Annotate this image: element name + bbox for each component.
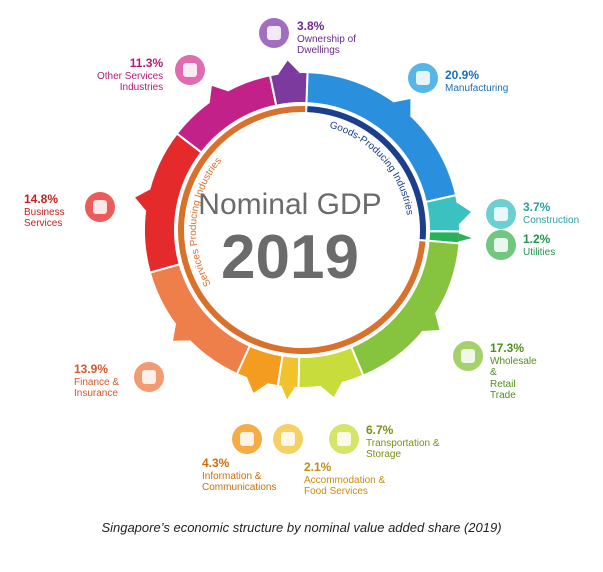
pointer-business-services [135,189,151,211]
chart-caption: Singapore’s economic structure by nomina… [101,520,502,535]
label-infocomm: 4.3% Information & Communications [202,456,277,494]
label-construction: 3.7% Construction [523,200,580,226]
label-wholesale-retail-pct: 17.3% [490,341,525,355]
label-wholesale-retail: 17.3% Wholesale & Retail Trade [490,341,537,402]
label-other-services: 11.3% Other Services Industries [97,56,164,94]
pointer-finance-insurance [173,323,191,341]
umbrella-icon [134,362,164,392]
label-infocomm-name: Information & Communications [202,470,277,494]
pointer-utilities [458,233,472,242]
label-manufacturing-pct: 20.9% [445,68,480,82]
label-dwellings: 3.8% Ownership of Dwellings [297,19,356,57]
slice-construction [424,193,461,233]
center-title: Nominal GDP [198,188,382,221]
label-manufacturing: 20.9% Manufacturing [445,68,509,94]
pointer-other-services-industries [209,85,229,104]
label-business: 14.8% Business Services [24,192,65,230]
label-finance-pct: 13.9% [74,362,109,376]
pointer-ownership-of-dwellings [277,60,300,75]
factory-icon [408,63,438,93]
label-infocomm-pct: 4.3% [202,456,230,470]
label-construction-name: Construction [523,214,580,226]
label-utilities-pct: 1.2% [523,232,551,246]
restaurant-icon [273,424,303,454]
lightbulb-icon [486,230,516,260]
pointer-manufacturing [393,99,411,117]
label-dwellings-pct: 3.8% [297,19,325,33]
label-transportation: 6.7% Transportation & Storage [366,423,440,461]
label-transportation-pct: 6.7% [366,423,394,437]
pointer-transportation-storage [320,381,343,397]
pointer-construction [456,202,472,225]
label-wholesale-retail-name: Wholesale & Retail Trade [490,355,537,402]
label-utilities-name: Utilities [523,246,556,258]
center-year: 2019 [221,223,359,292]
slice-ownership-of-dwellings [268,71,309,107]
label-business-pct: 14.8% [24,192,59,206]
pointer-accommodation-food-services [281,385,296,400]
label-utilities: 1.2% Utilities [523,232,556,258]
label-construction-pct: 3.7% [523,200,551,214]
label-other-services-name: Other Services Industries [97,70,164,94]
businessman-icon [85,192,115,222]
pointer-wholesale-retail-trade [422,313,440,331]
tablet-icon [232,424,262,454]
label-business-name: Business Services [24,206,65,230]
tools-icon [175,55,205,85]
label-accommodation-pct: 2.1% [304,460,332,474]
cart-icon [453,341,483,371]
label-finance-name: Finance & Insurance [74,376,120,400]
label-accommodation-name: Accommodation & Food Services [304,474,386,498]
construction-icon [486,199,516,229]
truck-icon [329,424,359,454]
pointer-information-communications [246,376,268,393]
label-manufacturing-name: Manufacturing [445,82,509,94]
label-other-services-pct: 11.3% [129,56,164,70]
label-dwellings-name: Ownership of Dwellings [297,33,356,57]
label-finance: 13.9% Finance & Insurance [74,362,120,400]
building-icon [259,18,289,48]
label-accommodation: 2.1% Accommodation & Food Services [304,460,386,498]
label-transportation-name: Transportation & Storage [366,437,440,461]
